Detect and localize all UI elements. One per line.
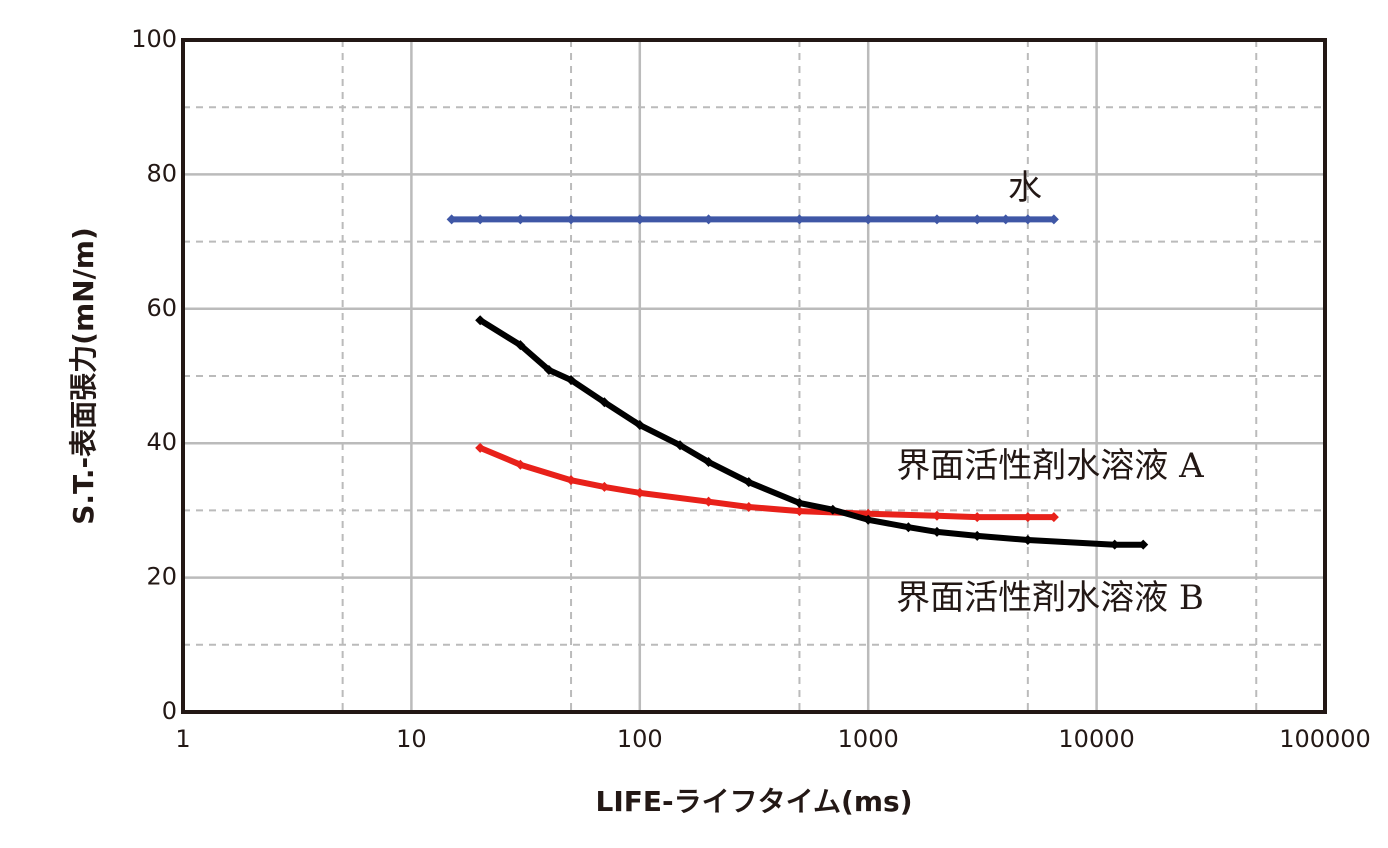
y-tick-label: 100 bbox=[131, 25, 177, 53]
y-axis-title: S.T.-表面張力(mN/m) bbox=[67, 227, 100, 525]
data-point bbox=[446, 214, 457, 225]
data-point bbox=[931, 214, 942, 225]
data-point bbox=[794, 506, 805, 517]
series-label: 水 bbox=[1008, 168, 1042, 208]
x-tick-label: 100 bbox=[617, 725, 663, 753]
data-point bbox=[1048, 512, 1059, 523]
data-point bbox=[1022, 214, 1033, 225]
data-point bbox=[931, 526, 942, 537]
data-point bbox=[1048, 214, 1059, 225]
data-point bbox=[743, 477, 754, 488]
data-point bbox=[599, 397, 610, 408]
data-point bbox=[972, 214, 983, 225]
y-tick-label: 20 bbox=[146, 563, 177, 591]
data-point bbox=[827, 504, 838, 515]
data-point bbox=[634, 420, 645, 431]
data-point bbox=[703, 214, 714, 225]
y-tick-label: 80 bbox=[146, 159, 177, 187]
data-point bbox=[931, 510, 942, 521]
x-tick-label: 10 bbox=[396, 725, 427, 753]
data-point bbox=[475, 214, 486, 225]
data-point bbox=[515, 214, 526, 225]
data-point bbox=[515, 459, 526, 470]
data-point bbox=[543, 364, 554, 375]
series-label: 界面活性剤水溶液 A bbox=[896, 446, 1204, 486]
data-point bbox=[566, 475, 577, 486]
data-point bbox=[1022, 512, 1033, 523]
data-point bbox=[1000, 214, 1011, 225]
data-point bbox=[1138, 539, 1149, 550]
y-tick-label: 40 bbox=[146, 428, 177, 456]
y-tick-label: 0 bbox=[162, 697, 177, 725]
data-point bbox=[475, 442, 486, 453]
data-point bbox=[863, 514, 874, 525]
data-point bbox=[972, 530, 983, 541]
data-point bbox=[634, 487, 645, 498]
x-tick-label: 1 bbox=[175, 725, 190, 753]
data-point bbox=[794, 498, 805, 509]
data-point bbox=[566, 214, 577, 225]
y-tick-label: 60 bbox=[146, 294, 177, 322]
data-point bbox=[475, 315, 486, 326]
data-point bbox=[703, 457, 714, 468]
data-point bbox=[634, 214, 645, 225]
data-point bbox=[972, 512, 983, 523]
data-point bbox=[599, 481, 610, 492]
x-axis-title: LIFE-ライフタイム(ms) bbox=[595, 785, 912, 818]
data-point bbox=[743, 502, 754, 513]
series-line bbox=[478, 317, 1144, 548]
data-point bbox=[566, 375, 577, 386]
data-point bbox=[794, 214, 805, 225]
data-point bbox=[903, 522, 914, 533]
data-point bbox=[1109, 539, 1120, 550]
data-point bbox=[515, 340, 526, 351]
data-point bbox=[703, 496, 714, 507]
data-point bbox=[1022, 534, 1033, 545]
data-point bbox=[675, 440, 686, 451]
x-tick-label: 1000 bbox=[838, 725, 899, 753]
x-tick-label: 100000 bbox=[1279, 725, 1371, 753]
x-tick-label: 10000 bbox=[1058, 725, 1134, 753]
plot-frame bbox=[181, 38, 1327, 714]
data-point bbox=[863, 214, 874, 225]
series-label: 界面活性剤水溶液 B bbox=[896, 578, 1204, 618]
